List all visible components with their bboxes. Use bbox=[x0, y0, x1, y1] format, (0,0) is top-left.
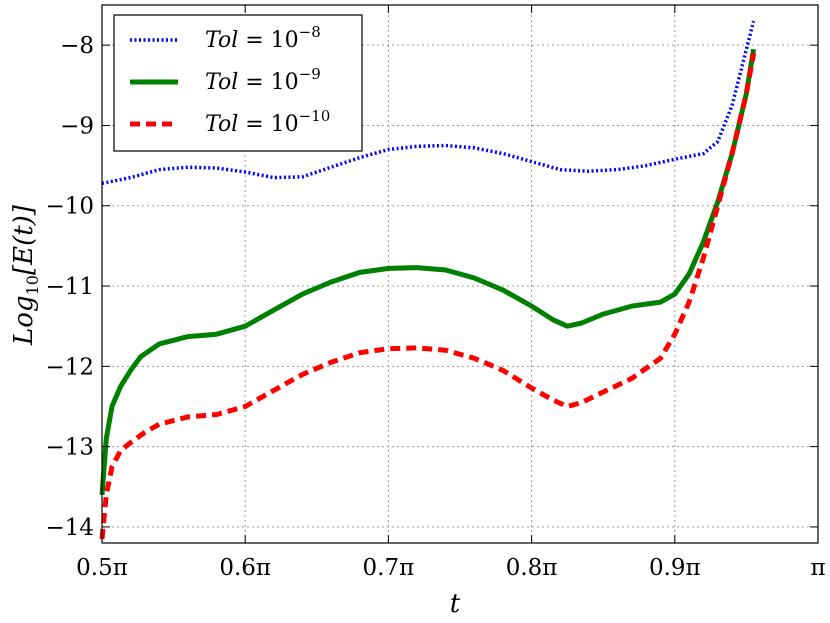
grid-lines bbox=[102, 5, 818, 543]
legend-label-tol9: Tol = 10−9 bbox=[205, 65, 321, 95]
series-line-tol9 bbox=[99, 48, 757, 495]
legend: Tol = 10−8 Tol = 10−9 Tol = 10−10 bbox=[113, 14, 363, 152]
x-tick-label: π bbox=[810, 555, 825, 581]
y-axis-label-sub: 10 bbox=[23, 275, 42, 295]
series-line-tol10 bbox=[99, 52, 757, 540]
y-tick-label: −12 bbox=[45, 354, 94, 380]
legend-label-tol10: Tol = 10−10 bbox=[205, 107, 330, 137]
x-tick-label: 0.5π bbox=[76, 555, 128, 581]
x-tick-labels: 0.5π 0.6π 0.7π 0.8π 0.9π π bbox=[76, 555, 825, 581]
legend-label-tol8: Tol = 10−8 bbox=[205, 23, 321, 53]
series-lines bbox=[99, 20, 757, 540]
series-line-tol8 bbox=[101, 20, 756, 186]
y-tick-label: −8 bbox=[60, 33, 94, 59]
axis-ticks bbox=[101, 5, 819, 543]
y-axis-label: Log10[E(t)] bbox=[9, 204, 42, 346]
y-tick-label: −10 bbox=[45, 194, 94, 220]
y-tick-label: −9 bbox=[60, 113, 94, 139]
x-axis-label: t bbox=[450, 589, 461, 619]
y-tick-label: −11 bbox=[45, 274, 94, 300]
x-tick-label: 0.8π bbox=[506, 555, 558, 581]
x-tick-label: 0.7π bbox=[363, 555, 415, 581]
x-tick-label: 0.9π bbox=[649, 555, 701, 581]
y-axis-label-base: Log bbox=[9, 295, 39, 346]
y-tick-label: −14 bbox=[45, 515, 94, 541]
x-tick-label: 0.6π bbox=[219, 555, 271, 581]
plot-frame bbox=[101, 4, 819, 544]
y-axis-label-rest: [E(t)] bbox=[9, 204, 39, 275]
y-tick-label: −13 bbox=[45, 435, 94, 461]
y-tick-labels: −14 −13 −12 −11 −10 −9 −8 bbox=[45, 33, 94, 541]
